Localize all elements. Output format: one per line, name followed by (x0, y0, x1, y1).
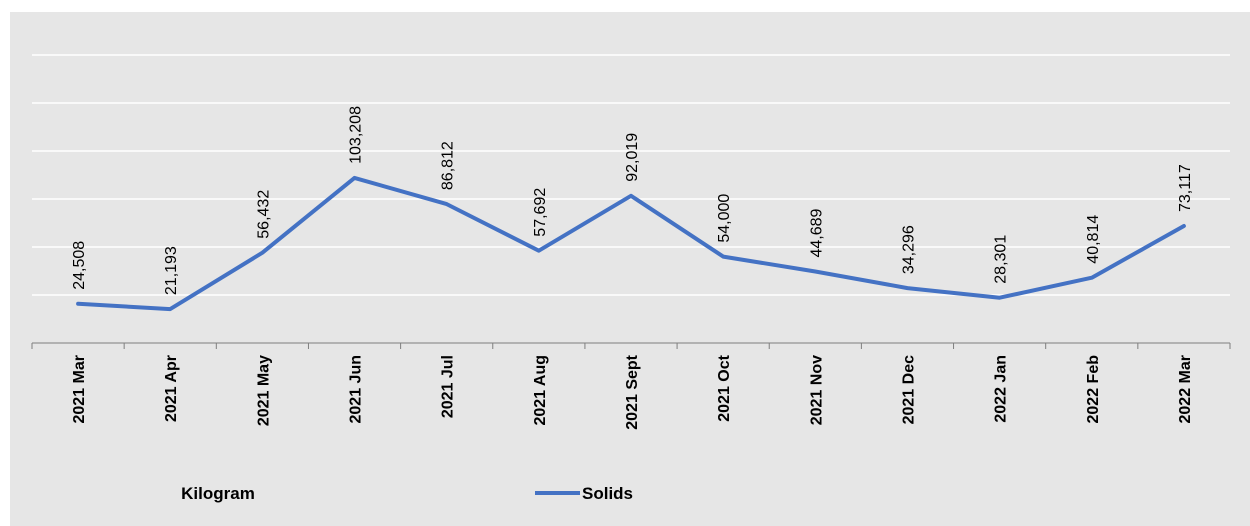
unit-label: Kilogram (181, 484, 255, 503)
x-tick-label: 2022 Feb (1085, 355, 1102, 424)
data-label: 86,812 (440, 141, 457, 190)
data-label: 44,689 (808, 208, 825, 257)
legend: Solids (535, 484, 633, 503)
x-tick-label: 2021 Jul (440, 355, 457, 418)
x-tick-labels: 2021 Mar 2021 Apr 2021 May 2021 Jun 2021 Jul… (71, 354, 1194, 429)
x-tick-label: 2021 Oct (716, 354, 733, 421)
data-label: 57,692 (532, 188, 549, 237)
data-label: 56,432 (255, 190, 272, 239)
x-tick-label: 2021 May (255, 355, 272, 426)
x-tick-label: 2021 Dec (900, 355, 917, 424)
data-label: 24,508 (71, 241, 88, 290)
x-tick-label: 2021 Jun (348, 355, 365, 423)
x-tick-label: 2021 Aug (532, 355, 549, 426)
x-tick-label: 2022 Jan (993, 355, 1010, 423)
x-axis-ticks (31, 343, 1231, 349)
x-tick-label: 2021 Nov (808, 355, 825, 425)
data-labels: 24,508 21,193 56,432 103,208 86,812 57,692 92,… (71, 106, 1194, 295)
x-tick-label: 2021 Mar (71, 355, 88, 424)
data-label: 40,814 (1085, 215, 1102, 264)
x-tick-label: 2021 Sept (624, 354, 641, 429)
data-label: 28,301 (993, 235, 1010, 284)
chart-area-background (10, 12, 1250, 526)
legend-label-solids: Solids (582, 484, 633, 503)
data-label: 103,208 (348, 106, 365, 164)
x-tick-label: 2022 Mar (1177, 355, 1194, 424)
data-label: 34,296 (900, 225, 917, 274)
data-label: 54,000 (716, 194, 733, 243)
gridlines (32, 54, 1230, 296)
data-label: 73,117 (1177, 164, 1194, 212)
x-tick-label: 2021 Apr (163, 355, 180, 422)
data-label: 21,193 (163, 246, 180, 295)
data-label: 92,019 (624, 133, 641, 182)
series-line-solids (76, 175, 1186, 312)
